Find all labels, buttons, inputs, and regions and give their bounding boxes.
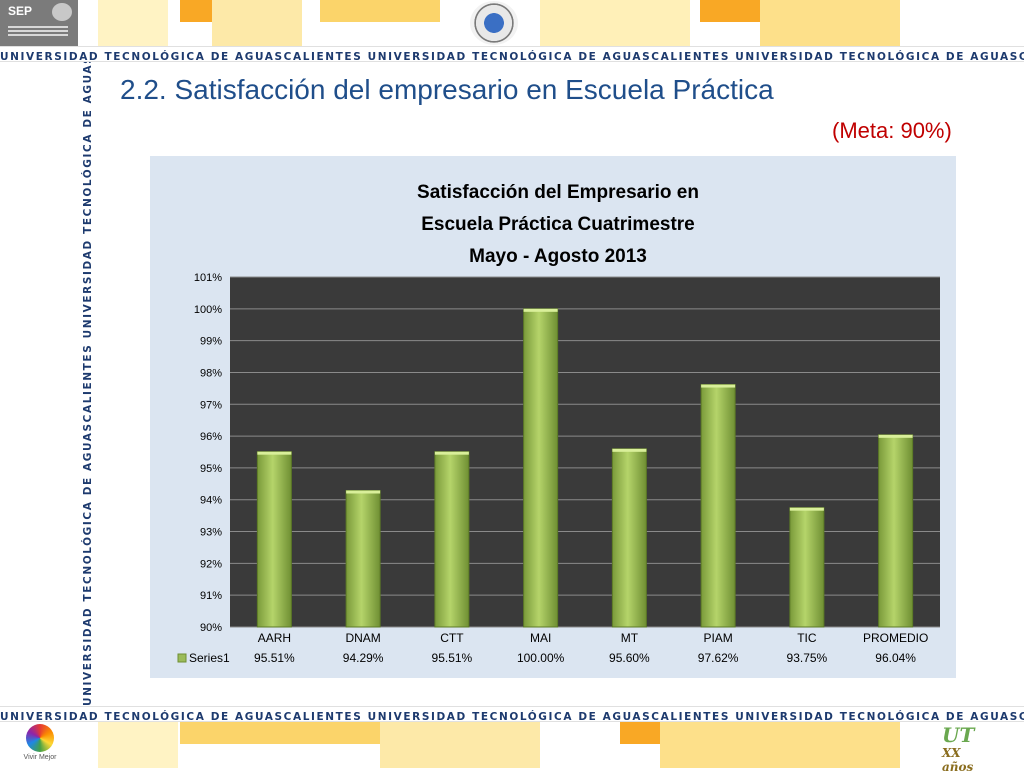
- university-seal-icon: [470, 1, 518, 45]
- bar-chart: Satisfacción del Empresario en Escuela P…: [177, 182, 940, 665]
- bar-mai: [523, 308, 559, 628]
- ut-logo-icon: UT: [942, 723, 975, 747]
- chart-title-line-3: Mayo - Agosto 2013: [469, 246, 647, 267]
- data-table-value: 94.29%: [343, 651, 384, 665]
- y-tick-label: 95%: [200, 463, 222, 475]
- bar-dnam: [345, 490, 381, 628]
- bar-mt: [611, 448, 647, 628]
- sep-logo: SEP: [0, 0, 78, 46]
- data-table-value: 100.00%: [517, 651, 565, 665]
- bar-tic: [789, 507, 825, 628]
- y-tick-label: 97%: [200, 399, 222, 411]
- x-axis-categories: AARH DNAM CTT MAI MT PIAM TIC PROMEDIO: [258, 631, 929, 645]
- data-table: Series1 95.51% 94.29% 95.51% 100.00% 95.60% 9…: [177, 651, 916, 665]
- footer-deco-3: [380, 722, 540, 768]
- x-category-label: TIC: [797, 631, 817, 645]
- y-axis-ticks: 90% 91% 92% 93% 94% 95% 96% 97% 98% 99% 100% 101%: [194, 272, 222, 634]
- y-tick-label: 92%: [200, 558, 222, 570]
- bar-promedio: [878, 434, 914, 628]
- data-table-value: 97.62%: [698, 651, 739, 665]
- bottom-university-band: UNIVERSIDAD TECNOLÓGICA DE AGUASCALIENTE…: [0, 706, 1024, 722]
- y-tick-label: 93%: [200, 527, 222, 539]
- top-band-text: UNIVERSIDAD TECNOLÓGICA DE AGUASCALIENTE…: [0, 51, 1024, 62]
- slide-title: 2.2. Satisfacción del empresario en Escu…: [120, 74, 774, 105]
- bar-highlight: [523, 308, 558, 312]
- bar-piam: [700, 384, 736, 628]
- x-category-label: PIAM: [703, 631, 732, 645]
- bar-highlight: [612, 448, 647, 452]
- x-category-label: AARH: [258, 631, 291, 645]
- chart-title-line-2: Escuela Práctica Cuatrimestre: [421, 214, 695, 235]
- x-category-label: MAI: [530, 631, 551, 645]
- bar-highlight: [257, 451, 292, 455]
- header-deco-2: [180, 0, 212, 22]
- header-deco-5: [540, 0, 690, 46]
- vivir-mejor-logo: Vivir Mejor: [18, 724, 62, 766]
- header-deco-4: [320, 0, 440, 22]
- data-table-value: 95.51%: [432, 651, 473, 665]
- header-deco-6: [700, 0, 760, 22]
- footer-deco-5: [660, 722, 900, 768]
- plot-area: [230, 277, 940, 627]
- left-band-text: UNIVERSIDAD TECNOLÓGICA DE AGUASCALIENTE…: [82, 62, 94, 706]
- ut-anniversary-logo: UT XX años: [936, 723, 996, 774]
- sep-logo-subtext: [8, 26, 68, 28]
- data-table-value: 93.75%: [787, 651, 828, 665]
- mexico-seal-icon: [52, 3, 72, 21]
- data-table-value: 95.60%: [609, 651, 650, 665]
- y-tick-label: 91%: [200, 590, 222, 602]
- y-tick-label: 90%: [200, 622, 222, 634]
- y-tick-label: 98%: [200, 367, 222, 379]
- chart-panel: Satisfacción del Empresario en Escuela P…: [150, 156, 956, 678]
- bar-ctt: [434, 451, 470, 628]
- left-university-band: UNIVERSIDAD TECNOLÓGICA DE AGUASCALIENTE…: [78, 62, 98, 706]
- y-tick-label: 100%: [194, 304, 222, 316]
- x-category-label: DNAM: [345, 631, 380, 645]
- y-tick-label: 101%: [194, 272, 222, 284]
- flower-icon: [26, 724, 54, 752]
- y-tick-label: 96%: [200, 431, 222, 443]
- legend-key: [177, 653, 187, 663]
- y-tick-label: 94%: [200, 495, 222, 507]
- bottom-band-text: UNIVERSIDAD TECNOLÓGICA DE AGUASCALIENTE…: [0, 711, 1024, 722]
- bar-highlight: [789, 507, 824, 511]
- header-deco-1: [98, 0, 168, 46]
- vivir-mejor-text: Vivir Mejor: [23, 754, 57, 761]
- bar-aarh: [256, 451, 292, 628]
- bar-highlight: [346, 490, 381, 494]
- data-table-value: 95.51%: [254, 651, 295, 665]
- y-tick-label: 99%: [200, 336, 222, 348]
- chart-title-line-1: Satisfacción del Empresario en: [417, 182, 699, 203]
- header-deco-3: [212, 0, 302, 46]
- x-category-label: MT: [621, 631, 639, 645]
- footer-deco-4: [620, 722, 660, 744]
- bar-highlight: [878, 434, 913, 438]
- x-category-label: PROMEDIO: [863, 631, 928, 645]
- data-table-value: 96.04%: [875, 651, 916, 665]
- header-strip: SEP: [0, 0, 1024, 46]
- footer-deco-2: [180, 722, 380, 744]
- slide-goal: (Meta: 90%): [832, 118, 952, 143]
- bar-highlight: [701, 384, 736, 388]
- footer-deco-1: [98, 722, 178, 768]
- bars: [256, 308, 914, 628]
- legend-series-name: Series1: [189, 651, 230, 665]
- sep-logo-text: SEP: [8, 4, 33, 18]
- top-university-band: UNIVERSIDAD TECNOLÓGICA DE AGUASCALIENTE…: [0, 46, 1024, 62]
- anniversary-text: XX años: [942, 746, 974, 774]
- x-category-label: CTT: [440, 631, 464, 645]
- bar-highlight: [434, 451, 469, 455]
- header-deco-7: [760, 0, 900, 46]
- footer-strip: [0, 722, 1024, 768]
